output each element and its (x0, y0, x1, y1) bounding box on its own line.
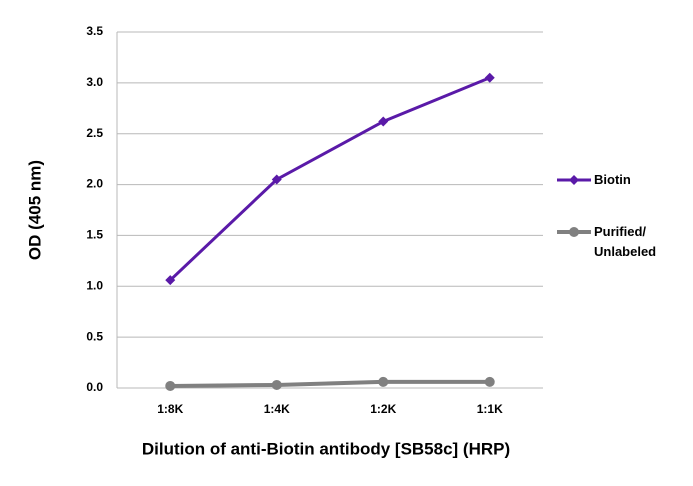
y-axis-title: OD (405 nm) (25, 160, 44, 260)
y-tick-label: 3.0 (86, 75, 103, 89)
legend-label: Biotin (594, 172, 631, 187)
series-line (170, 379, 490, 388)
x-tick-label: 1:4K (264, 402, 290, 416)
data-point (378, 376, 389, 387)
y-tick-label: 3.5 (86, 24, 103, 38)
y-tick-label: 0.0 (86, 380, 103, 394)
data-point (165, 380, 176, 391)
x-tick-label: 1:1K (477, 402, 503, 416)
series-line (169, 76, 491, 282)
data-point (484, 376, 495, 387)
x-tick-label: 1:2K (370, 402, 396, 416)
legend-marker (569, 227, 579, 237)
x-tick-label: 1:8K (157, 402, 183, 416)
data-point (271, 379, 282, 390)
data-point (271, 174, 282, 185)
legend-marker (569, 175, 579, 185)
legend-label: Purified/ Unlabeled (594, 224, 657, 259)
y-tick-label: 2.5 (86, 126, 103, 140)
y-tick-label: 1.5 (86, 228, 103, 242)
data-point (484, 72, 495, 83)
y-tick-label: 2.0 (86, 177, 103, 191)
data-point (378, 116, 389, 127)
y-tick-label: 1.0 (86, 278, 103, 292)
x-axis-title: Dilution of anti-Biotin antibody [SB58c]… (142, 439, 510, 458)
y-tick-label: 0.5 (86, 329, 103, 343)
data-point (165, 275, 176, 286)
